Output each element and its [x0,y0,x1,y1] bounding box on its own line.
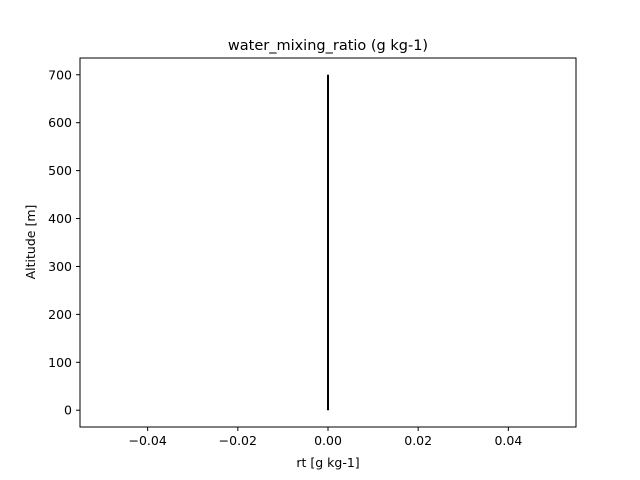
x-tick-label: −0.04 [128,433,166,448]
x-tick-label: 0.02 [404,433,432,448]
y-tick-label: 0 [64,403,72,418]
y-axis-label: Altitude [m] [23,205,38,280]
y-tick-label: 600 [48,115,72,130]
x-tick-label: −0.02 [219,433,257,448]
y-tick-label: 100 [48,355,72,370]
y-tick-label: 200 [48,307,72,322]
x-tick-label: 0.04 [494,433,522,448]
y-tick-label: 400 [48,211,72,226]
y-axis: 0 100 200 300 400 500 600 700 [48,67,80,418]
chart-title: water_mixing_ratio (g kg-1) [228,38,428,54]
x-axis-label: rt [g kg-1] [296,455,359,470]
x-tick-label: 0.00 [314,433,342,448]
y-tick-label: 700 [48,67,72,82]
y-tick-label: 500 [48,163,72,178]
y-tick-label: 300 [48,259,72,274]
x-axis: −0.04 −0.02 0.00 0.02 0.04 [128,427,522,448]
